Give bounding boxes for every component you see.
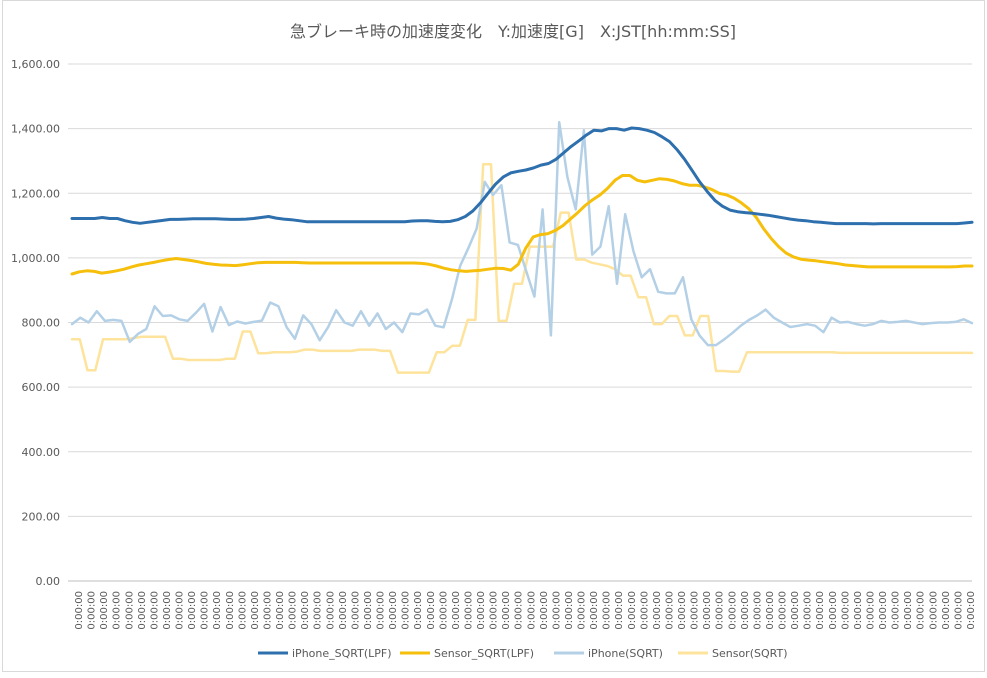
x-tick-label: 0:00:00 xyxy=(413,591,424,630)
x-tick-label: 0:00:00 xyxy=(438,591,449,630)
x-tick-label: 0:00:00 xyxy=(426,591,437,630)
x-tick-label: 0:00:00 xyxy=(514,591,525,630)
x-tick-label: 0:00:00 xyxy=(489,591,500,630)
x-tick-label: 0:00:00 xyxy=(953,591,964,630)
x-tick-label: 0:00:00 xyxy=(727,591,738,630)
x-tick-label: 0:00:00 xyxy=(137,591,148,630)
y-axis-tick-labels: 0.00 200.00 400.00 600.00 800.00 1,000.00 1,20… xyxy=(11,58,60,588)
x-tick-label: 0:00:00 xyxy=(966,591,977,630)
x-tick-label: 0:00:00 xyxy=(577,591,588,630)
x-tick-label: 0:00:00 xyxy=(551,591,562,630)
x-tick-label: 0:00:00 xyxy=(740,591,751,630)
gridlines xyxy=(68,63,972,582)
x-tick-label: 0:00:00 xyxy=(903,591,914,630)
x-tick-label: 0:00:00 xyxy=(865,591,876,630)
x-tick-label: 0:00:00 xyxy=(501,591,512,630)
y-tick-label: 1,000.00 xyxy=(11,252,60,265)
x-tick-label: 0:00:00 xyxy=(225,591,236,630)
x-tick-label: 0:00:00 xyxy=(200,591,211,630)
x-tick-label: 0:00:00 xyxy=(526,591,537,630)
y-tick-label: 1,400.00 xyxy=(11,123,60,136)
y-tick-label: 200.00 xyxy=(22,510,61,523)
x-tick-label: 0:00:00 xyxy=(162,591,173,630)
x-tick-label: 0:00:00 xyxy=(350,591,361,630)
x-tick-label: 0:00:00 xyxy=(463,591,474,630)
x-tick-label: 0:00:00 xyxy=(476,591,487,630)
x-tick-label: 0:00:00 xyxy=(451,591,462,630)
x-tick-label: 0:00:00 xyxy=(815,591,826,630)
x-tick-label: 0:00:00 xyxy=(388,591,399,630)
x-tick-label: 0:00:00 xyxy=(124,591,135,630)
x-tick-label: 0:00:00 xyxy=(690,591,701,630)
x-tick-label: 0:00:00 xyxy=(401,591,412,630)
chart-title: 急ブレーキ時の加速度変化 Y:加速度[G] X:JST[hh:mm:SS] xyxy=(290,22,736,41)
x-tick-label: 0:00:00 xyxy=(149,591,160,630)
y-tick-label: 0.00 xyxy=(36,575,61,588)
x-tick-label: 0:00:00 xyxy=(212,591,223,630)
y-tick-label: 400.00 xyxy=(22,446,61,459)
x-tick-label: 0:00:00 xyxy=(828,591,839,630)
x-tick-label: 0:00:00 xyxy=(99,591,110,630)
x-tick-label: 0:00:00 xyxy=(778,591,789,630)
legend-label: iPhone(SQRT) xyxy=(588,647,663,660)
x-tick-label: 0:00:00 xyxy=(250,591,261,630)
x-tick-label: 0:00:00 xyxy=(677,591,688,630)
y-tick-label: 1,600.00 xyxy=(11,58,60,71)
x-tick-label: 0:00:00 xyxy=(376,591,387,630)
x-axis-tick-labels: 0:00:00 0:00:00 0:00:00 0:00:00 0:00:00 0:00:… xyxy=(74,591,977,630)
x-tick-label: 0:00:00 xyxy=(288,591,299,630)
x-tick-label: 0:00:00 xyxy=(752,591,763,630)
x-tick-label: 0:00:00 xyxy=(614,591,625,630)
y-tick-label: 800.00 xyxy=(22,317,61,330)
x-tick-label: 0:00:00 xyxy=(564,591,575,630)
series-line-sensor-sqrt- xyxy=(70,162,974,374)
x-tick-label: 0:00:00 xyxy=(878,591,889,630)
x-tick-label: 0:00:00 xyxy=(237,591,248,630)
legend-label: Sensor(SQRT) xyxy=(712,647,788,660)
x-tick-label: 0:00:00 xyxy=(539,591,550,630)
x-tick-label: 0:00:00 xyxy=(715,591,726,630)
x-tick-label: 0:00:00 xyxy=(187,591,198,630)
x-tick-label: 0:00:00 xyxy=(627,591,638,630)
legend-label: Sensor_SQRT(LPF) xyxy=(434,647,534,660)
x-tick-label: 0:00:00 xyxy=(853,591,864,630)
x-tick-label: 0:00:00 xyxy=(652,591,663,630)
x-tick-label: 0:00:00 xyxy=(87,591,98,630)
x-tick-label: 0:00:00 xyxy=(313,591,324,630)
x-tick-label: 0:00:00 xyxy=(891,591,902,630)
x-tick-label: 0:00:00 xyxy=(840,591,851,630)
x-tick-label: 0:00:00 xyxy=(790,591,801,630)
x-tick-label: 0:00:00 xyxy=(928,591,939,630)
series-lines xyxy=(70,120,974,374)
x-tick-label: 0:00:00 xyxy=(589,591,600,630)
x-tick-label: 0:00:00 xyxy=(803,591,814,630)
x-tick-label: 0:00:00 xyxy=(363,591,374,630)
x-tick-label: 0:00:00 xyxy=(702,591,713,630)
x-tick-label: 0:00:00 xyxy=(765,591,776,630)
x-tick-label: 0:00:00 xyxy=(300,591,311,630)
y-tick-label: 600.00 xyxy=(22,381,61,394)
x-tick-label: 0:00:00 xyxy=(941,591,952,630)
x-tick-label: 0:00:00 xyxy=(175,591,186,630)
series-line-sensor-sqrt-lpf- xyxy=(70,174,974,276)
y-tick-label: 1,200.00 xyxy=(11,187,60,200)
x-tick-label: 0:00:00 xyxy=(325,591,336,630)
legend: iPhone_SQRT(LPF) Sensor_SQRT(LPF) iPhone(S… xyxy=(258,647,788,660)
series-line-iphone-sqrt-lpf- xyxy=(70,126,974,226)
x-tick-label: 0:00:00 xyxy=(262,591,273,630)
x-tick-label: 0:00:00 xyxy=(639,591,650,630)
x-tick-label: 0:00:00 xyxy=(602,591,613,630)
x-tick-label: 0:00:00 xyxy=(338,591,349,630)
legend-label: iPhone_SQRT(LPF) xyxy=(292,647,392,660)
x-tick-label: 0:00:00 xyxy=(916,591,927,630)
x-tick-label: 0:00:00 xyxy=(275,591,286,630)
x-tick-label: 0:00:00 xyxy=(664,591,675,630)
x-tick-label: 0:00:00 xyxy=(112,591,123,630)
x-tick-label: 0:00:00 xyxy=(74,591,85,630)
